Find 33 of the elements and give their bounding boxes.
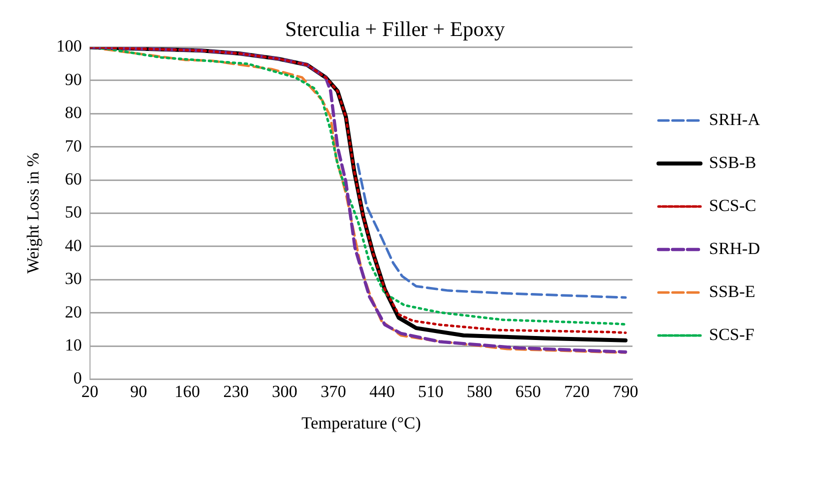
x-tick-label: 790 <box>612 382 638 401</box>
line-series <box>356 162 627 299</box>
y-tick-label: 60 <box>64 169 82 188</box>
x-tick-label: 160 <box>174 382 200 401</box>
x-tick-label: 370 <box>320 382 346 401</box>
y-tick-label: 10 <box>64 335 82 354</box>
x-tick-label: 20 <box>81 382 98 401</box>
x-axis-title: Temperature (°C) <box>302 413 421 432</box>
y-tick-label: 90 <box>64 70 82 89</box>
x-tick-label: 720 <box>564 382 590 401</box>
legend-label: SCS-F <box>708 324 754 344</box>
y-tick-label: 50 <box>64 202 82 222</box>
y-tick-label: 40 <box>64 236 82 255</box>
legend-label: SCS-C <box>708 196 756 215</box>
x-tick-label: 90 <box>130 382 148 401</box>
legend-label: SSB-B <box>708 152 756 172</box>
x-tick-label: 440 <box>369 382 395 401</box>
legend-label: SRH-A <box>708 110 761 129</box>
legend-label: SSB-E <box>708 282 756 301</box>
chart-title: Sterculia + Filler + Epoxy <box>285 17 506 42</box>
x-tick-label: 650 <box>515 382 541 401</box>
y-tick-label: 100 <box>56 36 82 56</box>
x-tick-label: 510 <box>418 382 444 401</box>
y-tick-label: 70 <box>64 136 82 156</box>
x-tick-label: 580 <box>466 382 492 401</box>
y-tick-label: 0 <box>73 368 82 388</box>
y-tick-label: 80 <box>64 103 82 122</box>
legend-label: SRH-D <box>708 238 760 258</box>
y-tick-label: 20 <box>64 302 82 322</box>
y-axis-title: Weight Loss in % <box>24 152 43 274</box>
x-tick-label: 230 <box>223 382 249 401</box>
y-tick-label: 30 <box>64 269 82 288</box>
x-tick-label: 300 <box>272 382 298 401</box>
